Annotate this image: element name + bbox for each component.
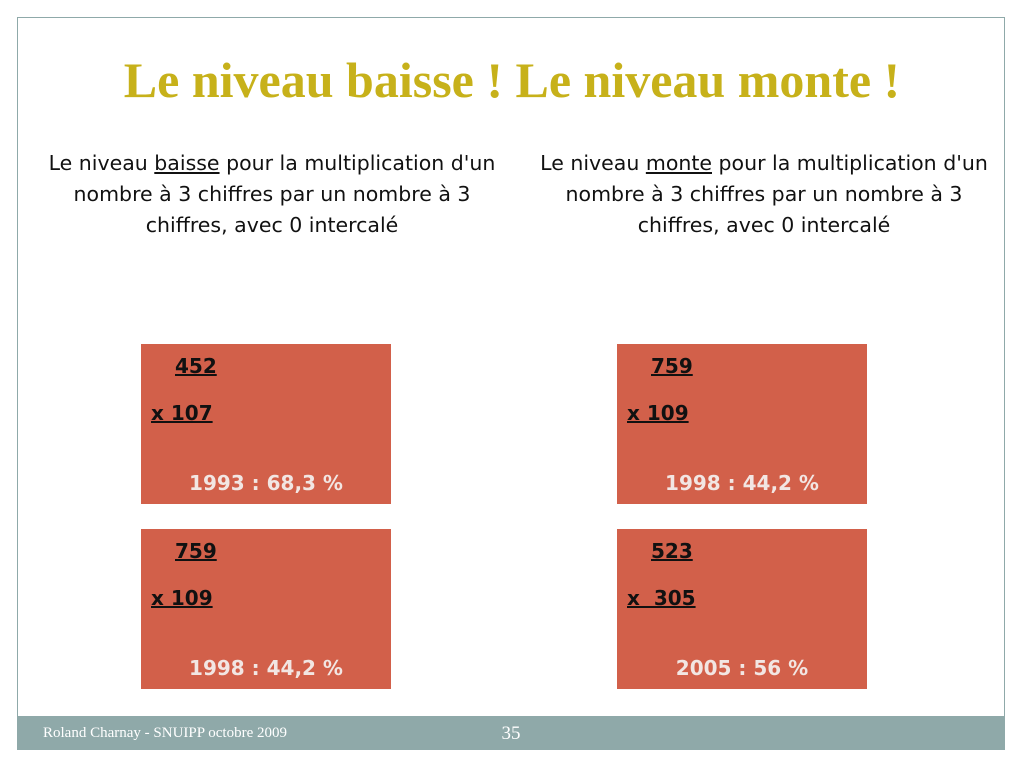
multiplicand: 759 [651, 354, 693, 378]
result-box-right-top: 759 x 109 1998 : 44,2 % [617, 344, 867, 504]
multiplier: x 305 [627, 586, 696, 610]
multiplicand: 759 [175, 539, 217, 563]
left-description-post: pour la multiplication d'un nombre à 3 c… [73, 151, 496, 237]
multiplicand: 523 [651, 539, 693, 563]
page-number: 35 [501, 723, 521, 744]
multiplicand: 452 [175, 354, 217, 378]
right-description-post: pour la multiplication d'un nombre à 3 c… [565, 151, 988, 237]
right-keyword: monte [645, 151, 712, 175]
left-description: Le niveau baisse pour la multiplication … [47, 148, 497, 241]
success-rate: 1998 : 44,2 % [665, 471, 819, 495]
multiplier: x 107 [151, 401, 213, 425]
result-box-left-top: 452 x 107 1993 : 68,3 % [141, 344, 391, 504]
success-rate: 1998 : 44,2 % [189, 656, 343, 680]
success-rate: 2005 : 56 % [675, 656, 809, 680]
footer-author: Roland Charnay - SNUIPP octobre 2009 [43, 725, 287, 741]
result-box-right-bottom: 523 x 305 2005 : 56 % [617, 529, 867, 689]
slide-footer: Roland Charnay - SNUIPP octobre 2009 35 [17, 716, 1005, 750]
right-description-pre: Le niveau [540, 151, 646, 175]
slide-title: Le niveau baisse ! Le niveau monte ! [123, 52, 901, 108]
multiplier: x 109 [627, 401, 689, 425]
success-rate: 1993 : 68,3 % [189, 471, 343, 495]
result-box-left-bottom: 759 x 109 1998 : 44,2 % [141, 529, 391, 689]
left-description-pre: Le niveau [48, 151, 155, 175]
left-keyword: baisse [154, 151, 220, 175]
right-description: Le niveau monte pour la multiplication d… [539, 148, 989, 241]
multiplier: x 109 [151, 586, 213, 610]
